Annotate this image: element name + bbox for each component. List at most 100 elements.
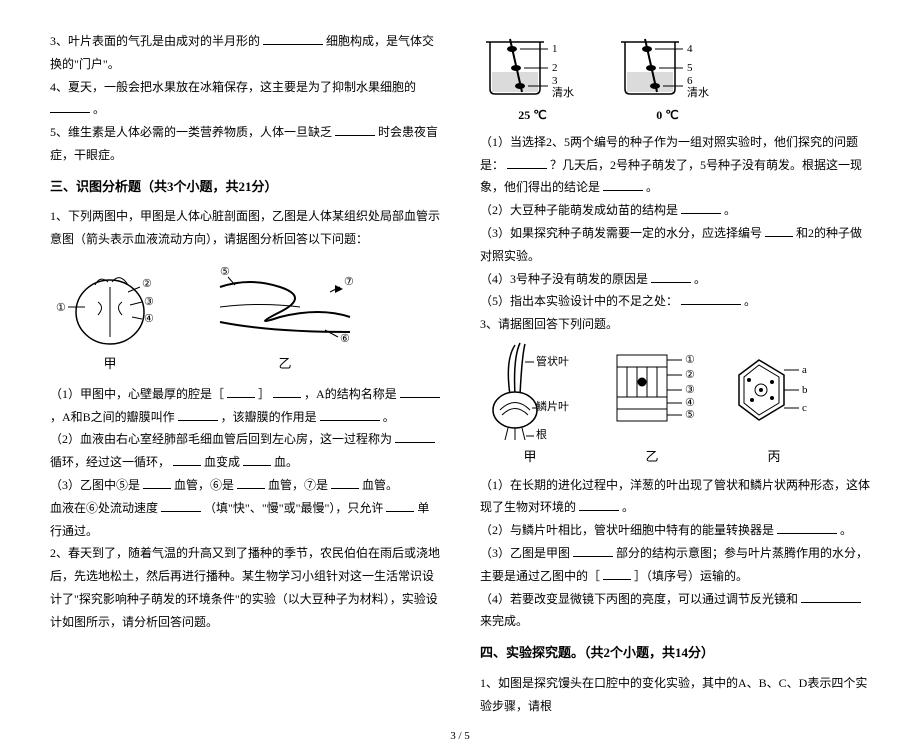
r3: （3）如果探究种子萌发需要一定的水分，应选择编号 和2的种子做对照实验。 [480, 222, 870, 268]
right-column: 1 2 3 清水 25 ℃ [480, 30, 870, 718]
p1-2a: （2）血液由右心室经肺部毛细血管后回到左心房，这一过程称为 [50, 432, 392, 446]
r2-blank [681, 202, 721, 214]
p1-4-blank2 [386, 500, 414, 512]
r5b: 。 [744, 294, 756, 308]
svg-text:清水: 清水 [552, 86, 574, 99]
r3-3c: ］（填序号）运输的。 [634, 569, 748, 583]
svg-text:根: 根 [536, 427, 547, 441]
two-column-layout: 3、叶片表面的气孔是由成对的半月形的 细胞构成，是气体交换的"门户"。 4、夏天… [50, 30, 870, 718]
r3-4-blank [801, 591, 861, 603]
svg-text:④: ④ [144, 313, 154, 325]
q4: 4、夏天，一般会把水果放在冰箱保存，这主要是为了抑制水果细胞的 。 [50, 76, 440, 122]
r3-4: （4）若要改变显微镜下丙图的亮度，可以通过调节反光镜和 来完成。 [480, 588, 870, 634]
r2a: （2）大豆种子能萌发成幼苗的结构是 [480, 203, 678, 217]
onion-figure-row: 管状叶 鳞片叶 根 甲 [480, 340, 870, 470]
p1-1-blank5 [320, 409, 380, 421]
r4a: （4）3号种子没有萌发的原因是 [480, 272, 648, 286]
r3-4a: （4）若要改变显微镜下丙图的亮度，可以通过调节反光镜和 [480, 592, 798, 606]
svg-text:1: 1 [552, 43, 558, 55]
r4: （4）3号种子没有萌发的原因是 。 [480, 268, 870, 291]
r3-4b: 来完成。 [480, 614, 528, 628]
r1-blank2 [603, 179, 643, 191]
r3-blank [765, 225, 793, 237]
r3-3-blank2 [603, 568, 631, 580]
caption-bing: 丙 [724, 445, 824, 470]
p3-title: 3、请据图回答下列问题。 [480, 313, 870, 336]
p1-1-blank2 [273, 386, 301, 398]
r3-2-blank [777, 522, 837, 534]
p1-3-blank1 [143, 477, 171, 489]
p1-2-blank3 [243, 454, 271, 466]
p1-3b: 血管，⑥是 [174, 478, 234, 492]
caption-jia2: 甲 [480, 445, 580, 470]
r3-2b: 。 [840, 523, 852, 537]
svg-text:⑥: ⑥ [340, 333, 350, 345]
p1-1-blank1 [227, 386, 255, 398]
svg-text:2: 2 [552, 62, 558, 74]
r4b: 。 [694, 272, 706, 286]
p1-3a: （3）乙图中⑤是 [50, 478, 140, 492]
left-column: 3、叶片表面的气孔是由成对的半月形的 细胞构成，是气体交换的"门户"。 4、夏天… [50, 30, 440, 718]
svg-text:管状叶: 管状叶 [536, 354, 569, 368]
p1-1c: ，A的结构名称是 [304, 387, 397, 401]
p1-4a: 血液在⑥处流动速度 [50, 501, 158, 515]
p1-2: （2）血液由右心室经肺部毛细血管后回到左心房，这一过程称为 循环，经过这一循环，… [50, 428, 440, 474]
temp-left: 25 ℃ [480, 104, 585, 127]
q3-text-a: 3、叶片表面的气孔是由成对的半月形的 [50, 34, 260, 48]
p1-intro: 1、下列两图中，甲图是人体心脏剖面图，乙图是人体某组织处局部血管示意图（箭头表示… [50, 205, 440, 251]
p1-2-blank2 [173, 454, 201, 466]
r3-1b: 。 [622, 500, 634, 514]
q4-text-b: 。 [93, 102, 105, 116]
r4-blank [651, 271, 691, 283]
r3-2a: （2）与鳞片叶相比，管状叶细胞中特有的能量转换器是 [480, 523, 774, 537]
svg-text:5: 5 [687, 62, 693, 74]
svg-text:①: ① [685, 354, 695, 366]
svg-text:②: ② [685, 369, 695, 381]
r3-1-blank [579, 499, 619, 511]
p1-3: （3）乙图中⑤是 血管，⑥是 血管，⑦是 血管。 [50, 474, 440, 497]
r1-blank1 [507, 157, 547, 169]
r1: （1）当选择2、5两个编号的种子作为一组对照实验时，他们探究的问题是： ？几天后… [480, 131, 870, 199]
heart-figure-jia: ① ② ③ ④ 甲 [50, 257, 170, 377]
p1-2b: 循环，经过这一循环， [50, 455, 170, 469]
r5-blank [681, 293, 741, 305]
heart-figure-row: ① ② ③ ④ 甲 ⑤ ⑦ ⑥ [50, 257, 440, 377]
r2b: 。 [724, 203, 736, 217]
svg-text:清水: 清水 [687, 86, 709, 99]
svg-text:a: a [802, 364, 807, 376]
section-4-title: 四、实验探究题。（共2个小题，共14分） [480, 641, 870, 666]
svg-text:3: 3 [552, 75, 558, 87]
r3-3a: （3）乙图是甲图 [480, 546, 570, 560]
p2-text: 2、春天到了，随着气温的升高又到了播种的季节，农民伯伯在雨后或浇地后，先选地松土… [50, 542, 440, 633]
r2: （2）大豆种子能萌发成幼苗的结构是 。 [480, 199, 870, 222]
p1-2-blank1 [395, 431, 435, 443]
seed-beaker-row: 1 2 3 清水 25 ℃ [480, 34, 870, 127]
p1-1: （1）甲图中，心壁最厚的腔是［ ］ ，A的结构名称是 ，A和B之间的瓣膜叫作 ，… [50, 383, 440, 429]
p1-4b: （填"快"、"慢"或"最慢"），只允许 [204, 501, 383, 515]
p1-4-blank1 [161, 500, 201, 512]
svg-text:③: ③ [144, 296, 154, 308]
p1-3-blank3 [331, 477, 359, 489]
svg-text:⑦: ⑦ [344, 276, 354, 288]
r3a: （3）如果探究种子萌发需要一定的水分，应选择编号 [480, 226, 762, 240]
q4-text-a: 4、夏天，一般会把水果放在冰箱保存，这主要是为了抑制水果细胞的 [50, 80, 416, 94]
p1-2d: 血。 [274, 455, 298, 469]
onion-bing-svg: a b c [724, 340, 824, 445]
r3-3: （3）乙图是甲图 部分的结构示意图；参与叶片蒸腾作用的水分，主要是通过乙图中的［… [480, 542, 870, 588]
svg-text:④: ④ [685, 397, 695, 409]
r3-1: （1）在长期的进化过程中，洋葱的叶出现了管状和鳞片状两种形态，这体现了生物对环境… [480, 474, 870, 520]
q4-blank [50, 101, 90, 113]
r1c: 。 [646, 180, 658, 194]
p1-1e: ，该瓣膜的作用是 [221, 410, 317, 424]
r3-2: （2）与鳞片叶相比，管状叶细胞中特有的能量转换器是 。 [480, 519, 870, 542]
svg-text:4: 4 [687, 43, 693, 55]
beaker-right-svg: 4 5 6 清水 [615, 34, 720, 104]
onion-jia: 管状叶 鳞片叶 根 甲 [480, 340, 580, 470]
p1-2c: 血变成 [204, 455, 240, 469]
p4-text: 1、如图是探究馒头在口腔中的变化实验，其中的A、B、C、D表示四个实验步骤，请根 [480, 672, 870, 718]
p1-1b: ］ [258, 387, 270, 401]
beaker-left: 1 2 3 清水 25 ℃ [480, 34, 585, 127]
p1-4: 血液在⑥处流动速度 （填"快"、"慢"或"最慢"），只允许 单行通过。 [50, 497, 440, 543]
beaker-right: 4 5 6 清水 0 ℃ [615, 34, 720, 127]
svg-text:⑤: ⑤ [685, 409, 695, 421]
